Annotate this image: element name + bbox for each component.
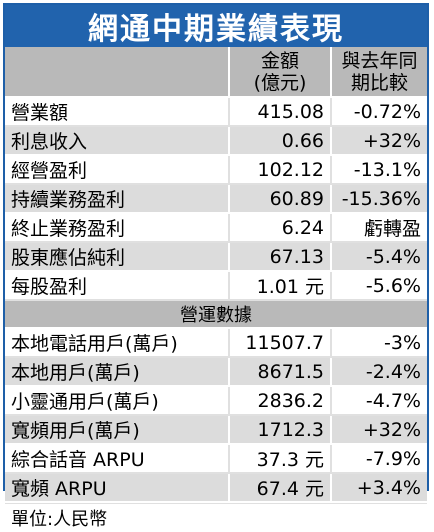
table-row: 終止業務盈利 6.24 虧轉盈 [5, 213, 427, 243]
section-header-row: 營運數據 [5, 300, 427, 329]
row-label: 利息收入 [5, 126, 230, 156]
row-label: 終止業務盈利 [5, 213, 230, 243]
results-table: 金額 (億元) 與去年同 期比較 營業額 415.08 -0.72% 利息收入 … [5, 47, 427, 503]
table-row: 每股盈利 1.01 元 -5.6% [5, 271, 427, 301]
table-row: 經營盈利 102.12 -13.1% [5, 155, 427, 185]
row-change: -5.6% [331, 271, 427, 301]
header-amount: 金額 (億元) [229, 47, 332, 98]
row-value: 67.13 [229, 242, 332, 272]
row-label: 每股盈利 [5, 271, 230, 301]
row-change: -4.7% [331, 386, 427, 416]
section-label: 營運數據 [5, 300, 427, 329]
row-change: +3.4% [331, 473, 427, 503]
row-change: +32% [331, 415, 427, 445]
row-label: 寬頻 ARPU [5, 473, 230, 503]
row-change: -7.9% [331, 444, 427, 474]
row-value: 1.01 元 [229, 271, 332, 301]
row-value: 415.08 [229, 97, 332, 127]
table-row: 綜合話音 ARPU 37.3 元 -7.9% [5, 444, 427, 474]
table-row: 股東應佔純利 67.13 -5.4% [5, 242, 427, 272]
table-row: 持續業務盈利 60.89 -15.36% [5, 184, 427, 214]
header-amount-line2: (億元) [253, 71, 307, 94]
table-row: 寬頻用戶(萬戶) 1712.3 +32% [5, 415, 427, 445]
row-value: 0.66 [229, 126, 332, 156]
table-row: 利息收入 0.66 +32% [5, 126, 427, 156]
row-label: 小靈通用戶(萬戶) [5, 386, 230, 416]
results-table-frame: 網通中期業績表現 金額 (億元) 與去年同 期比較 營業額 415.08 -0.… [3, 3, 429, 532]
row-value: 2836.2 [229, 386, 332, 416]
row-value: 6.24 [229, 213, 332, 243]
row-value: 11507.7 [229, 328, 332, 358]
row-change: -13.1% [331, 155, 427, 185]
row-value: 67.4 元 [229, 473, 332, 503]
row-change: -15.36% [331, 184, 427, 214]
row-label: 營業額 [5, 97, 230, 127]
table-row: 寬頻 ARPU 67.4 元 +3.4% [5, 473, 427, 503]
row-value: 8671.5 [229, 357, 332, 387]
row-value: 102.12 [229, 155, 332, 185]
row-value: 1712.3 [229, 415, 332, 445]
table-row: 小靈通用戶(萬戶) 2836.2 -4.7% [5, 386, 427, 416]
header-row: 金額 (億元) 與去年同 期比較 [5, 47, 427, 98]
row-change: 虧轉盈 [331, 213, 427, 243]
row-label: 綜合話音 ARPU [5, 444, 230, 474]
row-label: 本地電話用戶(萬戶) [5, 328, 230, 358]
row-change: -5.4% [331, 242, 427, 272]
table-title: 網通中期業績表現 [5, 5, 427, 47]
row-value: 60.89 [229, 184, 332, 214]
header-yoy-line2: 期比較 [350, 71, 408, 94]
header-yoy: 與去年同 期比較 [331, 47, 427, 98]
row-value: 37.3 元 [229, 444, 332, 474]
row-label: 本地用戶(萬戶) [5, 357, 230, 387]
row-change: +32% [331, 126, 427, 156]
row-change: -2.4% [331, 357, 427, 387]
table-row: 本地電話用戶(萬戶) 11507.7 -3% [5, 328, 427, 358]
row-change: -0.72% [331, 97, 427, 127]
table-row: 營業額 415.08 -0.72% [5, 97, 427, 127]
row-change: -3% [331, 328, 427, 358]
row-label: 股東應佔純利 [5, 242, 230, 272]
row-label: 持續業務盈利 [5, 184, 230, 214]
table-row: 本地用戶(萬戶) 8671.5 -2.4% [5, 357, 427, 387]
header-blank-cell [5, 47, 230, 98]
header-yoy-line1: 與去年同 [341, 49, 418, 72]
unit-note: 單位:人民幣 [5, 503, 427, 532]
row-label: 寬頻用戶(萬戶) [5, 415, 230, 445]
row-label: 經營盈利 [5, 155, 230, 185]
header-amount-line1: 金額 [260, 49, 299, 72]
